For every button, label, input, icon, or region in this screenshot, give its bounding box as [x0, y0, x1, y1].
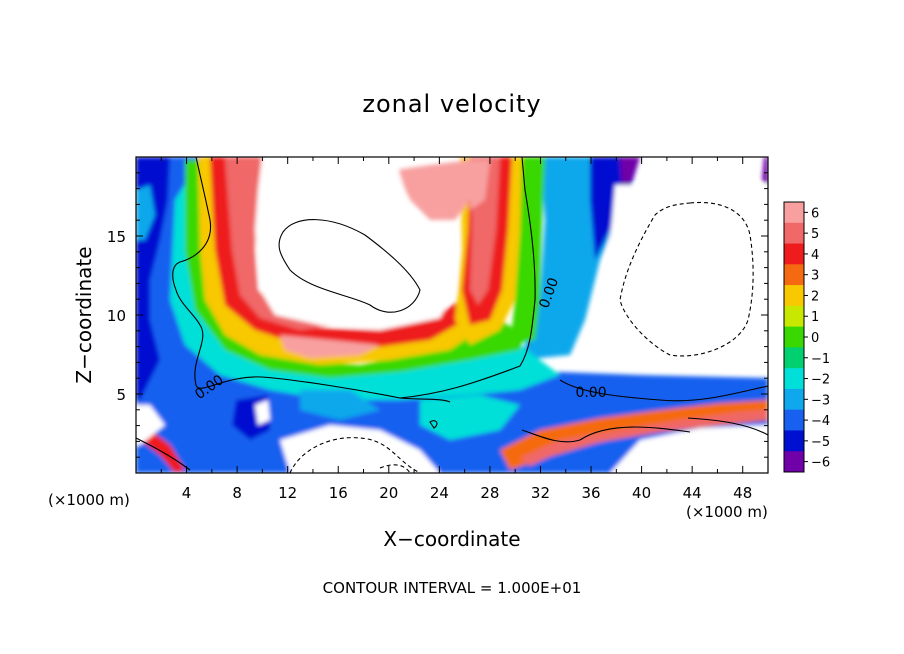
contour-line — [399, 397, 451, 403]
colorbar-label: −6 — [811, 456, 830, 471]
contour-line — [136, 437, 191, 471]
x-tick-label: 44 — [683, 484, 702, 502]
colorbar-swatch — [784, 264, 804, 286]
contour-label: 0.00 — [575, 385, 606, 401]
contour-line — [521, 426, 691, 443]
contour-line — [278, 219, 421, 313]
colorbar-swatch — [784, 243, 804, 265]
velocity-field — [136, 157, 768, 473]
out-of-range-region — [255, 157, 455, 330]
x-axis-label: X−coordinate — [383, 527, 520, 551]
colorbar-swatch — [784, 347, 804, 369]
velocity-region — [300, 390, 380, 420]
x-tick-label: 40 — [632, 484, 651, 502]
contour-line — [687, 417, 768, 436]
colorbar-swatch — [784, 388, 804, 411]
x-tick-label: 24 — [430, 484, 449, 502]
colorbar-swatch — [784, 409, 804, 431]
x-tick-label: 16 — [329, 484, 348, 502]
out-of-range-region — [255, 400, 270, 425]
velocity-region — [470, 160, 490, 210]
x-tick-label: 32 — [531, 484, 550, 502]
x-tick-label: 36 — [581, 484, 600, 502]
contour-lines — [136, 157, 768, 473]
out-of-range-region — [610, 425, 768, 473]
x-axis-ticks: 4 8 12 16 20 24 28 32 36 40 44 48 — [160, 157, 769, 502]
colorbar-swatch — [784, 305, 804, 328]
out-of-range-region — [600, 185, 768, 360]
y-tick-label: 5 — [116, 386, 126, 404]
y-axis-label: Z−coordinate — [72, 246, 96, 383]
x-tick-label: 4 — [182, 484, 192, 502]
plot-area — [136, 157, 768, 473]
colorbar-label: −1 — [811, 352, 830, 367]
chart-title: zonal velocity — [362, 90, 541, 118]
colorbar-swatch — [784, 326, 804, 348]
y-axis-ticks: 5 10 15 — [107, 172, 768, 458]
colorbar-swatch — [784, 222, 804, 245]
x-tick-label: 28 — [480, 484, 499, 502]
velocity-region — [136, 185, 155, 240]
colorbar-label: −2 — [811, 373, 830, 388]
colorbar-label: 5 — [811, 227, 819, 242]
x-unit-left: (×1000 m) — [48, 491, 130, 509]
colorbar: 6 5 4 3 2 1 0 −1 −2 −3 −4 −5 −6 — [783, 201, 830, 473]
colorbar-swatch — [784, 451, 804, 473]
velocity-region — [420, 395, 520, 440]
contour-interval-note: CONTOUR INTERVAL = 1.000E+01 — [323, 579, 582, 597]
contour-line-negative — [619, 201, 754, 357]
colorbar-swatch — [784, 430, 804, 452]
colorbar-label: 2 — [811, 289, 819, 304]
velocity-region — [520, 410, 768, 466]
velocity-region — [620, 157, 640, 190]
colorbar-label: 3 — [811, 269, 819, 284]
colorbar-label: −4 — [811, 414, 830, 429]
out-of-range-region — [280, 425, 440, 473]
contour-line — [172, 157, 536, 399]
colorbar-label: 6 — [811, 206, 819, 221]
velocity-region — [170, 160, 560, 400]
colorbar-swatch — [784, 202, 804, 224]
x-tick-label: 12 — [278, 484, 297, 502]
colorbar-label: 1 — [811, 310, 819, 325]
velocity-region — [510, 157, 545, 345]
contour-line — [429, 420, 438, 429]
y-tick-label: 15 — [107, 228, 126, 246]
contour-line — [559, 379, 768, 402]
colorbar-label: 0 — [811, 331, 819, 346]
contour-line-negative — [289, 437, 421, 473]
out-of-range-region — [136, 405, 165, 445]
velocity-region — [280, 335, 380, 358]
contour-line-negative — [379, 464, 411, 473]
x-tick-label: 8 — [232, 484, 242, 502]
velocity-region — [225, 157, 360, 330]
velocity-region — [395, 160, 470, 220]
colorbar-label: −5 — [811, 435, 830, 450]
colorbar-swatch — [784, 368, 804, 390]
x-tick-label: 48 — [733, 484, 752, 502]
colorbar-swatch — [784, 285, 804, 307]
y-tick-label: 10 — [107, 307, 126, 325]
x-unit-right: (×1000 m) — [686, 503, 768, 521]
x-tick-label: 20 — [379, 484, 398, 502]
velocity-region — [762, 157, 768, 185]
colorbar-label: −3 — [811, 393, 830, 408]
colorbar-label: 4 — [811, 248, 819, 263]
velocity-region — [140, 430, 185, 473]
